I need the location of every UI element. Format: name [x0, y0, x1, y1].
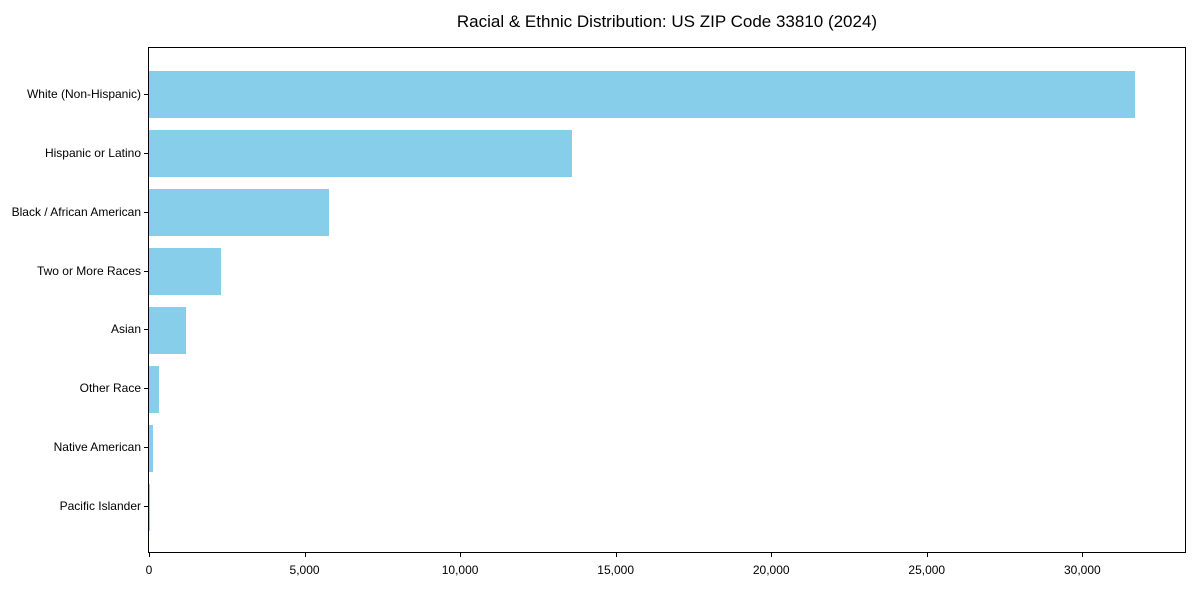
x-tick-mark [771, 553, 773, 557]
x-tick-label: 5,000 [289, 563, 320, 577]
x-tick-label: 0 [145, 563, 153, 577]
y-tick-mark [144, 388, 148, 390]
y-tick-label: Pacific Islander [59, 499, 141, 514]
bar [149, 247, 222, 296]
y-tick-label: Asian [110, 322, 141, 337]
bar [149, 129, 573, 178]
y-tick-label: Native American [53, 440, 141, 455]
y-tick-mark [144, 329, 148, 331]
y-tick-label: Two or More Races [36, 263, 141, 278]
x-tick-label: 10,000 [441, 563, 479, 577]
x-tick-label: 25,000 [908, 563, 946, 577]
x-tick-label: 20,000 [752, 563, 790, 577]
y-tick-mark [144, 152, 148, 154]
y-tick-mark [144, 506, 148, 508]
x-tick-mark [926, 553, 928, 557]
x-tick-mark [304, 553, 306, 557]
y-tick-label: Hispanic or Latino [44, 145, 141, 160]
bar [149, 306, 187, 355]
bar [149, 424, 153, 473]
x-tick-mark [615, 553, 617, 557]
bar [149, 71, 1136, 119]
y-tick-mark [144, 270, 148, 272]
x-tick-label: 15,000 [597, 563, 634, 577]
y-tick-label: White (Non-Hispanic) [26, 86, 141, 101]
bar [149, 365, 159, 414]
y-tick-mark [144, 211, 148, 213]
plot-area [148, 47, 1186, 553]
y-tick-mark [144, 447, 148, 449]
y-tick-label: Black / African American [11, 204, 141, 219]
y-tick-label: Other Race [79, 381, 141, 396]
x-tick-mark [149, 553, 150, 557]
x-tick-label: 30,000 [1063, 563, 1101, 577]
bar [149, 483, 150, 531]
chart-title: Racial & Ethnic Distribution: US ZIP Cod… [456, 12, 878, 31]
x-tick-mark [460, 553, 462, 557]
x-tick-mark [1082, 553, 1084, 557]
bar [149, 188, 330, 237]
y-tick-mark [144, 93, 148, 95]
